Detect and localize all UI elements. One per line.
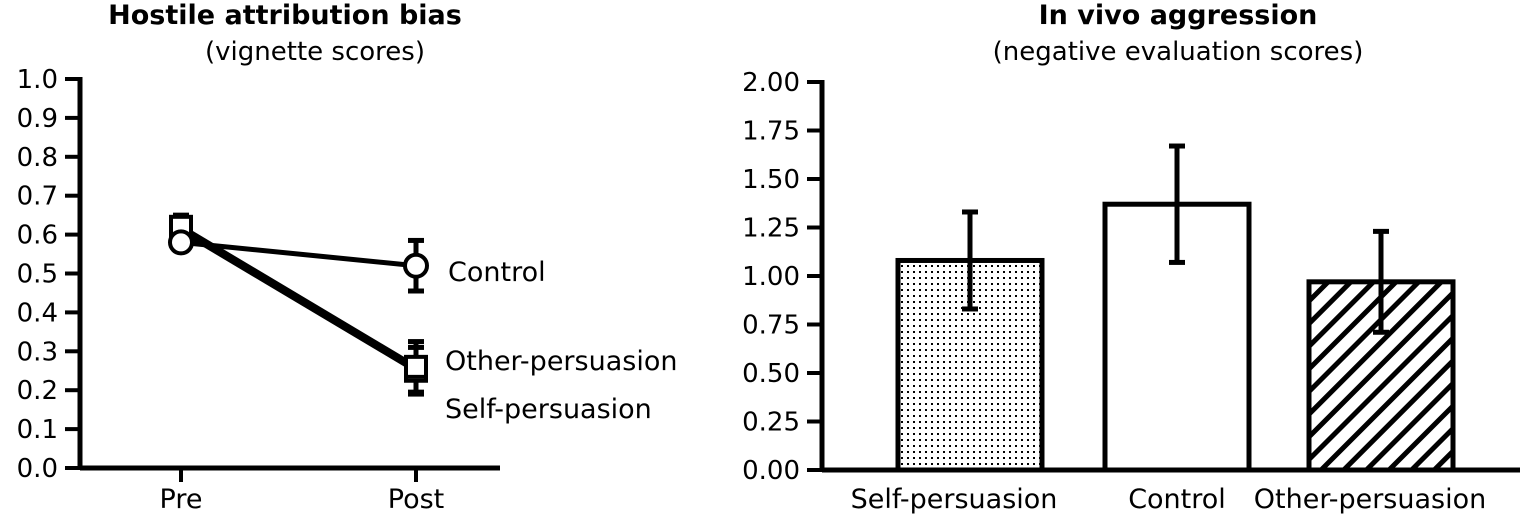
y-tick-label: 0.5: [17, 260, 58, 290]
line-chart-series-labels: Control Other-persuasion Self-persuasion: [445, 257, 677, 425]
y-tick-label: 1.25: [742, 214, 800, 244]
y-tick-label: 0.9: [17, 104, 58, 134]
y-tick-label: 0.4: [17, 298, 58, 328]
data-point: [403, 252, 429, 279]
series-line: [179, 224, 418, 370]
y-tick-label: 1.75: [742, 117, 800, 147]
y-tick-label: 0.2: [17, 376, 58, 406]
y-tick-label: 0.50: [742, 359, 800, 389]
y-tick-label: 0.1: [17, 415, 58, 445]
y-tick-label: 0.6: [17, 221, 58, 251]
x-tick-label: Pre: [160, 484, 203, 515]
series-label: Self-persuasion: [445, 394, 652, 425]
y-tick-label: 0.75: [742, 311, 800, 341]
bar-chart-title: In vivo aggression: [1039, 0, 1318, 31]
series-line: [180, 239, 417, 269]
series-label: Control: [448, 257, 546, 288]
data-point: [404, 354, 428, 379]
line-chart: Hostile attribution bias (vignette score…: [17, 0, 678, 515]
bar-chart-y-axis: 0.00 0.25 0.50 0.75 1.00 1.25 1.50 1.75 2.00: [742, 68, 825, 486]
y-tick-label: 0.25: [742, 408, 800, 438]
x-tick-label: Post: [388, 484, 445, 515]
y-tick-label: 0.0: [17, 454, 58, 484]
x-tick-label: Other-persuasion: [1254, 484, 1486, 515]
x-tick-label: Control: [1128, 484, 1226, 515]
y-tick-label: 0.3: [17, 337, 58, 367]
data-point: [168, 229, 194, 256]
line-chart-x-axis: Pre Post: [80, 465, 500, 515]
y-tick-label: 0.00: [742, 456, 800, 486]
line-chart-subtitle: (vignette scores): [205, 37, 425, 67]
bar-chart-subtitle: (negative evaluation scores): [993, 37, 1364, 67]
bar-chart-bars: [895, 143, 1456, 473]
y-tick-label: 1.00: [742, 262, 800, 292]
y-tick-label: 1.0: [17, 65, 58, 95]
series-label: Other-persuasion: [445, 346, 677, 377]
line-chart-series: [168, 212, 429, 397]
series-markers-control: [168, 229, 429, 279]
series-other-persuasion: [173, 212, 424, 395]
series-line: [179, 228, 418, 373]
y-tick-label: 2.00: [742, 68, 800, 98]
y-tick-label: 0.7: [17, 182, 58, 212]
line-chart-y-axis: 0.0 0.1 0.2 0.3 0.4 0.5 0.6 0.7 0.8 0.9 1.0: [17, 65, 83, 484]
line-chart-title: Hostile attribution bias: [108, 0, 462, 31]
bar-chart-x-axis: Self-persuasion Control Other-persuasion: [822, 467, 1520, 515]
x-tick-label: Self-persuasion: [851, 484, 1058, 515]
y-tick-label: 1.50: [742, 165, 800, 195]
bar-chart: In vivo aggression (negative evaluation …: [742, 0, 1520, 515]
y-tick-label: 0.8: [17, 143, 58, 173]
